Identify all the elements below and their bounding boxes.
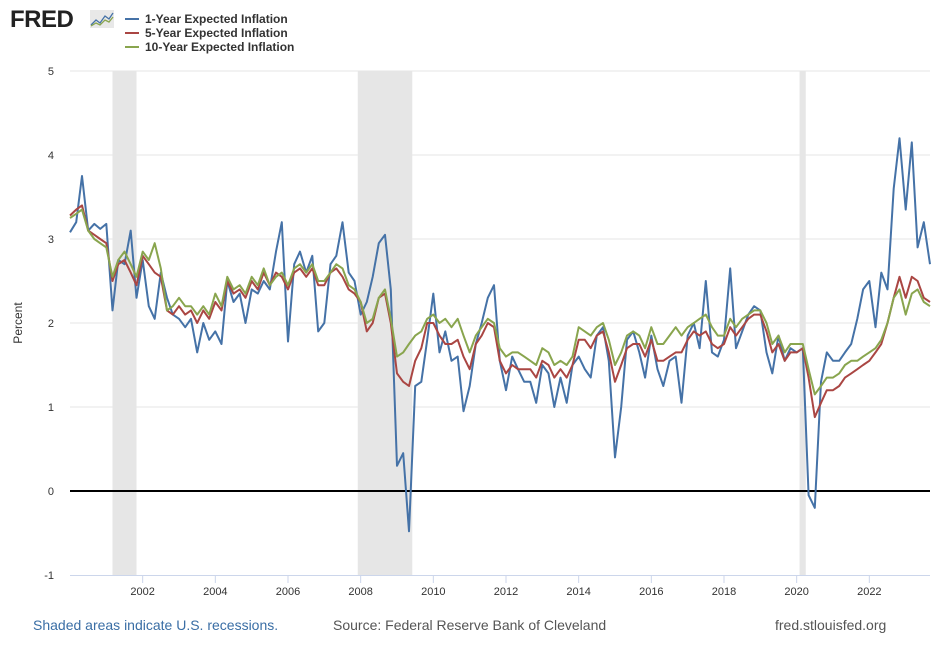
x-tick-label: 2008	[348, 586, 372, 598]
x-tick-label: 2012	[494, 586, 518, 598]
y-tick-label: 1	[48, 402, 54, 414]
legend-item-1yr[interactable]: 1-Year Expected Inflation	[125, 12, 294, 26]
y-tick-label: 0	[48, 486, 54, 498]
fred-logo: FRED	[10, 6, 74, 33]
x-axis-ticks: 2002 2004 2006 2008 2010 2012 2014 2016 2018 2020…	[130, 575, 882, 598]
legend-item-10yr[interactable]: 10-Year Expected Inflation	[125, 40, 294, 54]
source-text: Source: Federal Reserve Bank of Clevelan…	[333, 617, 607, 633]
legend-item-5yr[interactable]: 5-Year Expected Inflation	[125, 26, 294, 40]
y-tick-label: 5	[48, 66, 54, 78]
x-tick-label: 2006	[276, 586, 300, 598]
series-lines	[69, 137, 931, 533]
x-tick-label: 2022	[857, 586, 881, 598]
site-link[interactable]: fred.stlouisfed.org	[775, 617, 887, 633]
series-line-10yr	[69, 208, 931, 396]
legend-label-5yr: 5-Year Expected Inflation	[145, 26, 288, 40]
legend-swatch-10yr	[125, 46, 139, 48]
y-tick-label: -1	[44, 570, 54, 582]
chart-legend: 1-Year Expected Inflation 5-Year Expecte…	[125, 12, 294, 54]
y-tick-label: 3	[48, 234, 54, 246]
x-tick-label: 2010	[421, 586, 445, 598]
x-tick-label: 2014	[566, 586, 590, 598]
y-tick-label: 4	[48, 150, 54, 162]
y-axis-label: Percent	[11, 302, 25, 344]
x-tick-label: 2004	[203, 586, 227, 598]
legend-swatch-5yr	[125, 32, 139, 34]
x-tick-label: 2016	[639, 586, 663, 598]
legend-label-1yr: 1-Year Expected Inflation	[145, 12, 288, 26]
fred-chart-icon	[90, 10, 114, 28]
y-tick-label: 2	[48, 318, 54, 330]
x-tick-label: 2020	[784, 586, 808, 598]
x-tick-label: 2002	[130, 586, 154, 598]
y-axis-ticks: -1 0 1 2 3 4 5	[44, 66, 54, 582]
recession-note[interactable]: Shaded areas indicate U.S. recessions.	[33, 617, 279, 633]
x-tick-label: 2018	[712, 586, 736, 598]
legend-label-10yr: 10-Year Expected Inflation	[145, 40, 295, 54]
series-line-5yr	[69, 204, 931, 419]
legend-swatch-1yr	[125, 18, 139, 20]
